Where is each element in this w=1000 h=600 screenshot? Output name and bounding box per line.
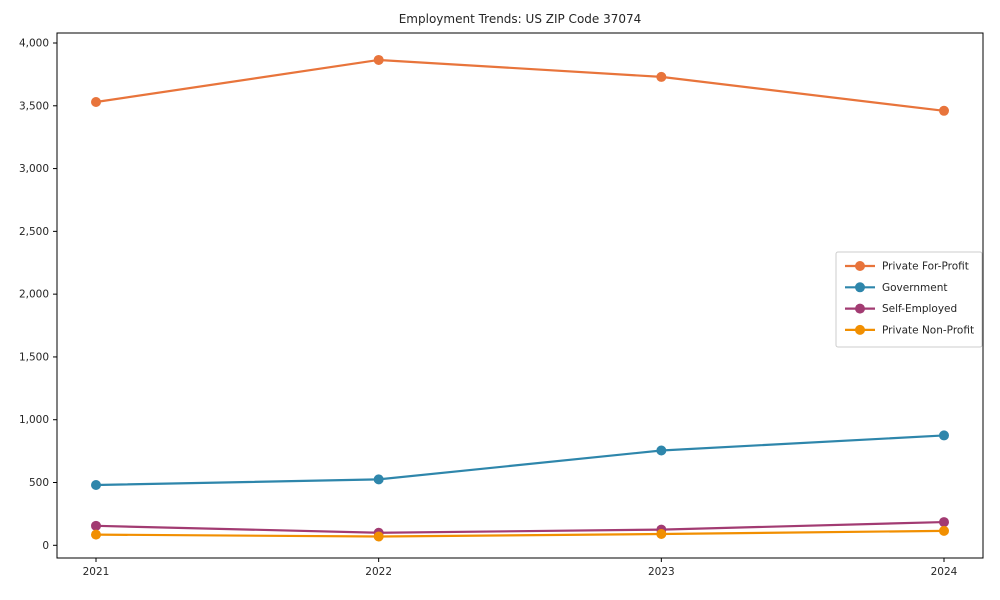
chart-title: Employment Trends: US ZIP Code 37074 <box>399 12 642 26</box>
y-tick-label: 4,000 <box>19 38 49 50</box>
y-tick-label: 0 <box>42 540 49 552</box>
x-tick-label: 2023 <box>648 566 675 578</box>
series-line-private-for-profit <box>94 58 946 112</box>
x-tick-label: 2024 <box>931 566 958 578</box>
data-point <box>939 517 949 528</box>
y-tick-label: 2,500 <box>19 226 49 238</box>
data-point <box>656 71 667 82</box>
legend-marker <box>855 282 865 293</box>
legend-marker <box>855 324 865 335</box>
legend-box <box>835 251 983 348</box>
data-point <box>373 531 384 542</box>
legend-marker <box>855 261 865 271</box>
data-point <box>939 105 949 116</box>
y-tick-label: 1,500 <box>19 351 49 363</box>
data-point <box>373 474 384 485</box>
y-tick-label: 500 <box>29 477 49 489</box>
data-point <box>91 520 101 531</box>
data-point <box>91 480 101 491</box>
legend-marker <box>855 303 865 314</box>
data-point <box>656 528 667 539</box>
y-tick-label: 3,000 <box>19 163 49 175</box>
legend-label: Private For-Profit <box>882 261 969 273</box>
legend: Private For-Profit Government Self-Employe… <box>835 251 983 348</box>
data-point <box>91 529 101 540</box>
y-axis: 0 500 1,000 1,500 2,000 2,500 3,000 3,500 4,000 <box>19 38 57 552</box>
series-line-private-non-profit <box>94 529 946 538</box>
plot-area <box>56 32 984 559</box>
y-tick-label: 3,500 <box>19 100 49 112</box>
legend-label: Self-Employed <box>882 303 957 315</box>
data-point <box>656 445 667 456</box>
y-tick-label: 2,000 <box>19 289 49 301</box>
data-point <box>939 430 949 441</box>
plot-border <box>56 32 984 559</box>
legend-label: Government <box>882 282 947 294</box>
data-point <box>373 54 384 65</box>
data-point <box>939 525 949 536</box>
y-tick-label: 1,000 <box>19 414 49 426</box>
x-tick-label: 2021 <box>83 566 110 578</box>
x-tick-label: 2022 <box>365 566 392 578</box>
data-point <box>91 97 101 108</box>
series-line-self-employed <box>94 520 946 534</box>
x-axis: 2021 2022 2023 2024 <box>83 558 958 578</box>
series-layer <box>91 54 949 542</box>
series-line-government <box>94 434 946 487</box>
legend-label: Private Non-Profit <box>882 324 974 336</box>
